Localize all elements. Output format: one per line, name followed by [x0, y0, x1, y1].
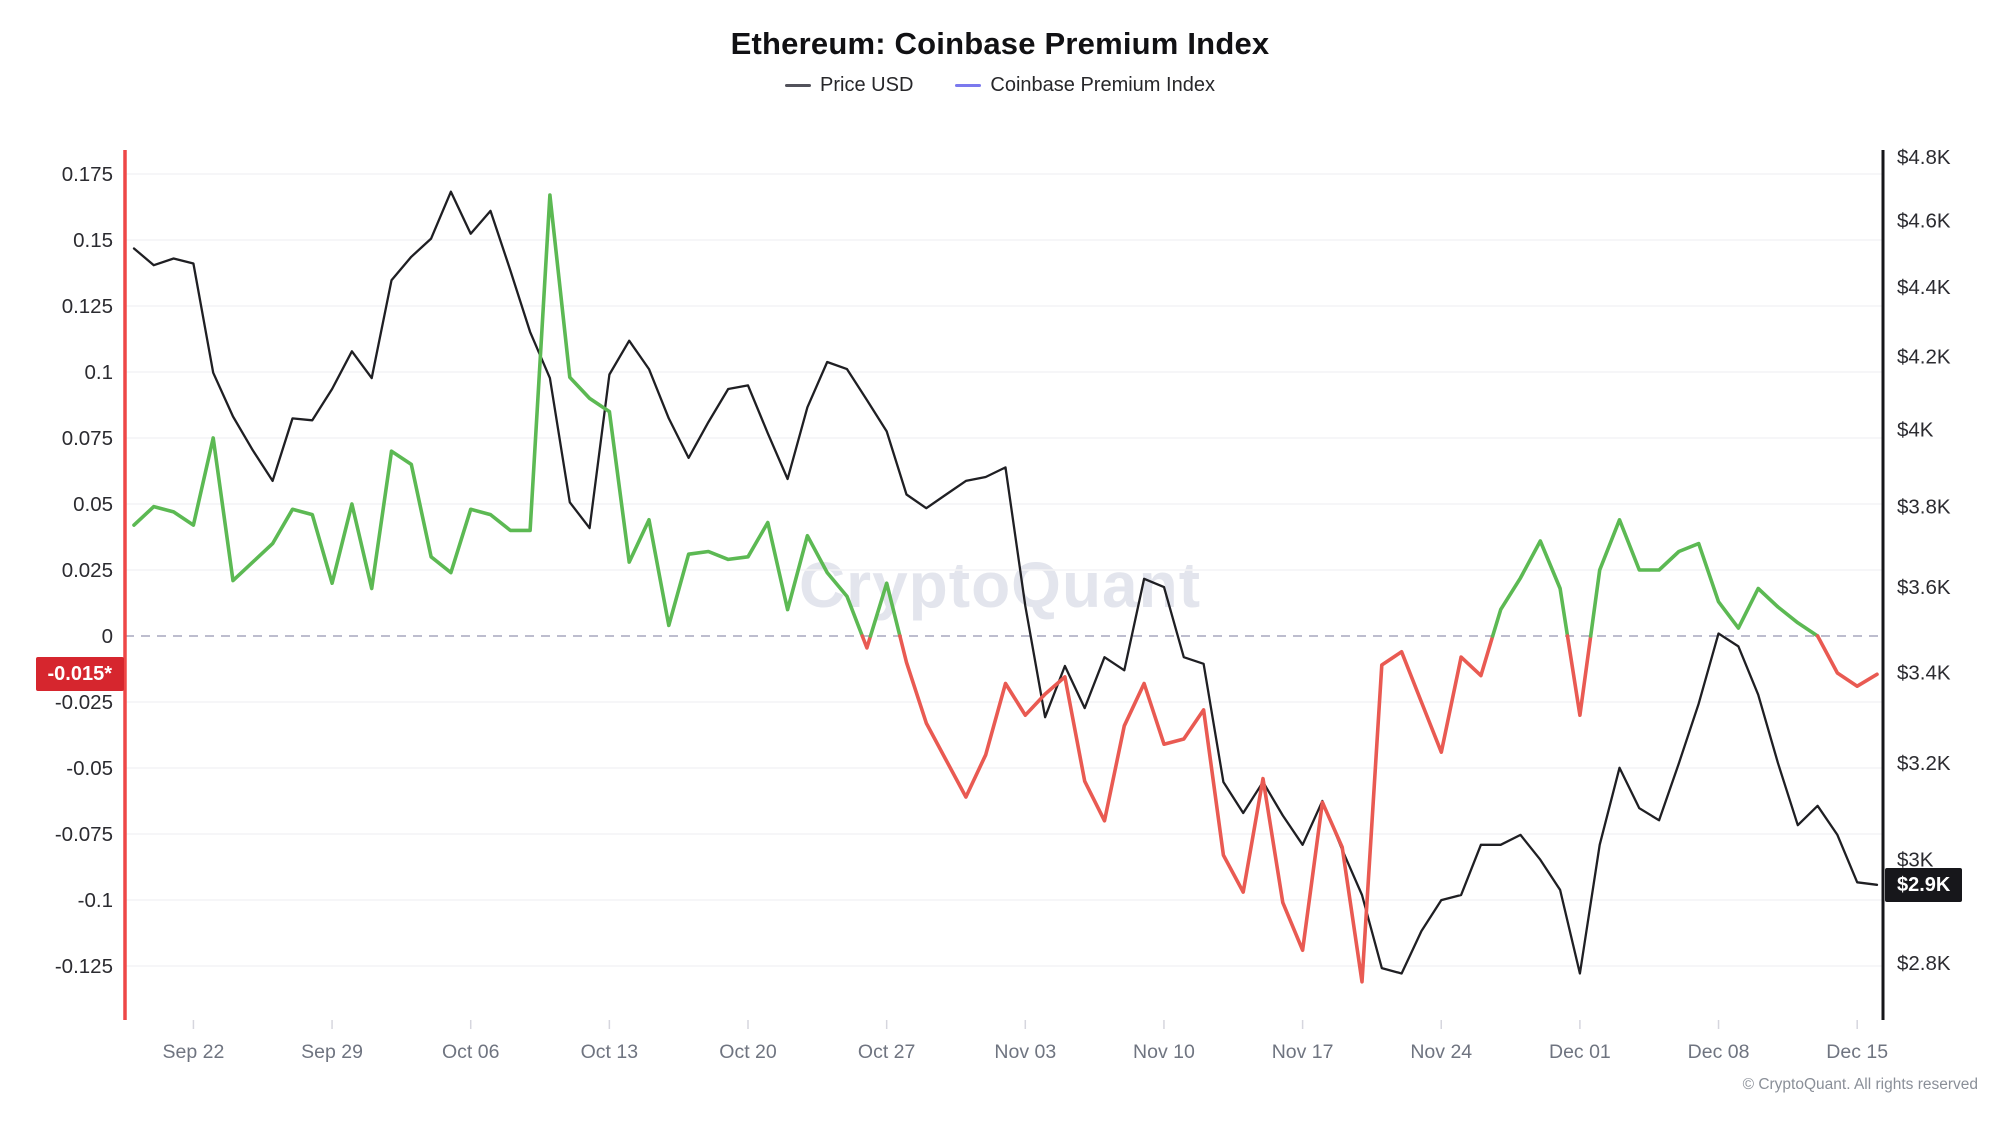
right-axis-labels: $4.8K $4.6K $4.4K $4.2K $4K $3.8K $3.6K $3.4K $3… — [1897, 146, 1951, 975]
svg-text:$4.4K: $4.4K — [1897, 276, 1951, 299]
svg-text:$3K: $3K — [1897, 849, 1934, 872]
svg-text:0.075: 0.075 — [62, 427, 113, 450]
gridlines — [125, 173, 1883, 967]
svg-text:$2.8K: $2.8K — [1897, 952, 1951, 975]
svg-text:Sep 22: Sep 22 — [163, 1041, 225, 1063]
legend-label-price: Price USD — [820, 74, 914, 96]
svg-text:0: 0 — [102, 625, 113, 648]
legend-label-premium: Coinbase Premium Index — [990, 74, 1215, 96]
svg-text:0.1: 0.1 — [85, 361, 114, 384]
svg-text:$4.2K: $4.2K — [1897, 346, 1951, 369]
svg-text:-0.075: -0.075 — [55, 823, 113, 846]
price-usd-line — [132, 190, 1879, 975]
premium-line-swatch — [955, 84, 982, 87]
svg-text:Oct 20: Oct 20 — [719, 1041, 777, 1063]
svg-text:$4.8K: $4.8K — [1897, 146, 1951, 169]
svg-text:$3.8K: $3.8K — [1897, 495, 1951, 518]
svg-text:0.125: 0.125 — [62, 295, 113, 318]
svg-text:Dec 01: Dec 01 — [1549, 1041, 1611, 1063]
watermark: CryptoQuant — [798, 549, 1202, 621]
svg-text:$3.6K: $3.6K — [1897, 576, 1951, 599]
x-axis-labels: Sep 22 Sep 29 Oct 06 Oct 13 Oct 20 Oct 27 Nov … — [163, 1020, 1888, 1063]
svg-text:-0.025: -0.025 — [55, 691, 113, 714]
chart-legend: Price USD Coinbase Premium Index — [0, 74, 2000, 97]
svg-text:$4.6K: $4.6K — [1897, 210, 1951, 233]
copyright: © CryptoQuant. All rights reserved — [1742, 1076, 1978, 1093]
svg-text:$4K: $4K — [1897, 419, 1934, 442]
svg-text:Nov 10: Nov 10 — [1133, 1041, 1195, 1063]
chart-title: Ethereum: Coinbase Premium Index — [730, 26, 1270, 61]
svg-text:0.15: 0.15 — [73, 229, 113, 252]
legend-item-price[interactable]: Price USD — [785, 74, 913, 97]
legend-item-premium[interactable]: Coinbase Premium Index — [955, 74, 1215, 97]
svg-text:Nov 24: Nov 24 — [1410, 1041, 1472, 1063]
svg-text:0.025: 0.025 — [62, 559, 113, 582]
svg-text:Dec 08: Dec 08 — [1688, 1041, 1750, 1063]
svg-text:0.175: 0.175 — [62, 163, 113, 186]
price-line-swatch — [785, 84, 812, 87]
svg-text:-0.1: -0.1 — [78, 889, 113, 912]
left-axis-labels: 0.175 0.15 0.125 0.1 0.075 0.05 0.025 0 -0.025 -0… — [55, 163, 113, 978]
svg-text:Oct 27: Oct 27 — [858, 1041, 915, 1063]
svg-text:Dec 15: Dec 15 — [1826, 1041, 1888, 1063]
svg-text:-0.125: -0.125 — [55, 955, 113, 978]
svg-text:0.05: 0.05 — [73, 493, 113, 516]
premium-current-badge: -0.015* — [35, 657, 124, 692]
svg-text:-0.05: -0.05 — [66, 757, 113, 780]
svg-text:Sep 29: Sep 29 — [301, 1041, 363, 1063]
svg-text:Nov 03: Nov 03 — [994, 1041, 1056, 1063]
price-current-badge: $2.9K — [1885, 867, 1963, 902]
svg-text:Oct 06: Oct 06 — [442, 1041, 499, 1063]
svg-text:$3.2K: $3.2K — [1897, 752, 1951, 775]
svg-text:Nov 17: Nov 17 — [1272, 1041, 1334, 1063]
coinbase-premium-line — [132, 193, 1879, 984]
svg-text:$3.4K: $3.4K — [1897, 662, 1951, 685]
svg-text:Oct 13: Oct 13 — [581, 1041, 638, 1063]
